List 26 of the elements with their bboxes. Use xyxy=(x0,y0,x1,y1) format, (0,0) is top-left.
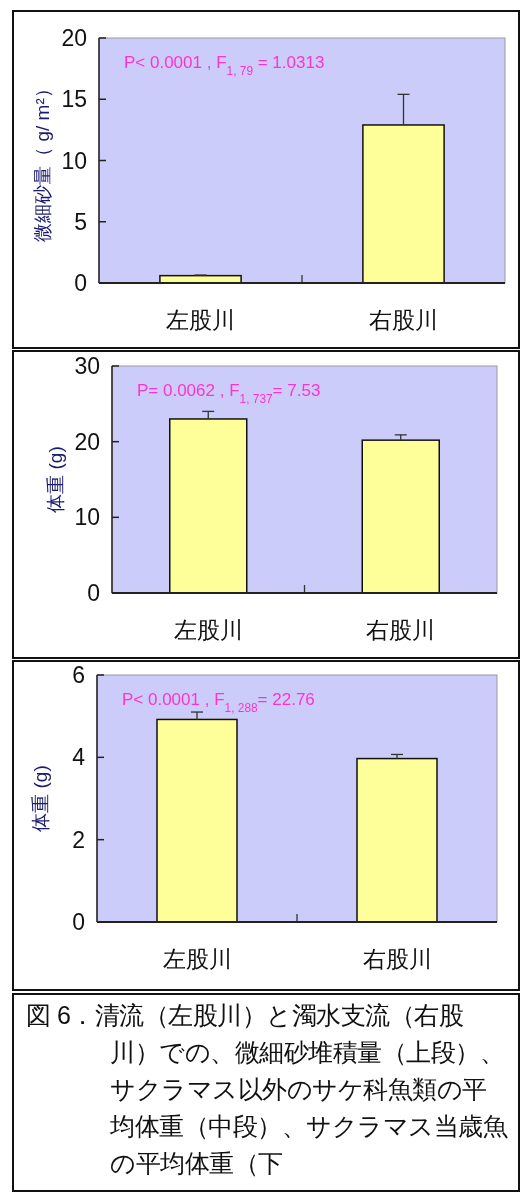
y-tick-label: 6 xyxy=(72,662,85,688)
y-tick-label: 30 xyxy=(74,353,100,379)
annotation: P= 0.0062 , F$_{1, 737}$= 7.53 xyxy=(137,381,321,406)
x-tick-label: 左股川 xyxy=(166,307,235,333)
caption: 図 6．清流（左股川）と濁水支流（右股川）での、微細砂堆積量（上段）、サクラマス以外のサケ科魚類の平均体重（中段）、サクラマス当歳魚の平均体重（下 xyxy=(25,1000,509,1179)
x-tick-label: 左股川 xyxy=(173,617,243,643)
y-tick-label: 15 xyxy=(61,86,87,113)
y-tick-label: 0 xyxy=(87,580,100,606)
y-tick-label: 4 xyxy=(72,744,86,771)
annotation: P< 0.0001 , F$_{1, 79}$ = 1.0313 xyxy=(124,53,325,78)
x-tick-label: 右股川 xyxy=(366,617,436,643)
x-tick-label: 左股川 xyxy=(162,946,232,972)
y-axis-title: 体重 (g) xyxy=(30,765,51,832)
y-tick-label: 10 xyxy=(61,147,87,174)
y-tick-label: 10 xyxy=(74,504,100,531)
y-tick-label: 5 xyxy=(74,208,87,235)
annotation: P< 0.0001 , F$_{1, 288}$= 22.76 xyxy=(122,690,315,715)
x-tick-label: 右股川 xyxy=(362,946,432,972)
y-tick-label: 0 xyxy=(72,909,85,935)
y-tick-label: 20 xyxy=(61,25,87,51)
y-axis-title: 微細砂量（ g/ m²） xyxy=(32,79,53,242)
x-tick-label: 右股川 xyxy=(369,307,438,333)
y-tick-label: 0 xyxy=(74,270,87,296)
y-tick-label: 20 xyxy=(74,428,100,455)
y-axis-title: 体重 (g) xyxy=(45,446,66,513)
y-tick-label: 2 xyxy=(72,826,85,853)
